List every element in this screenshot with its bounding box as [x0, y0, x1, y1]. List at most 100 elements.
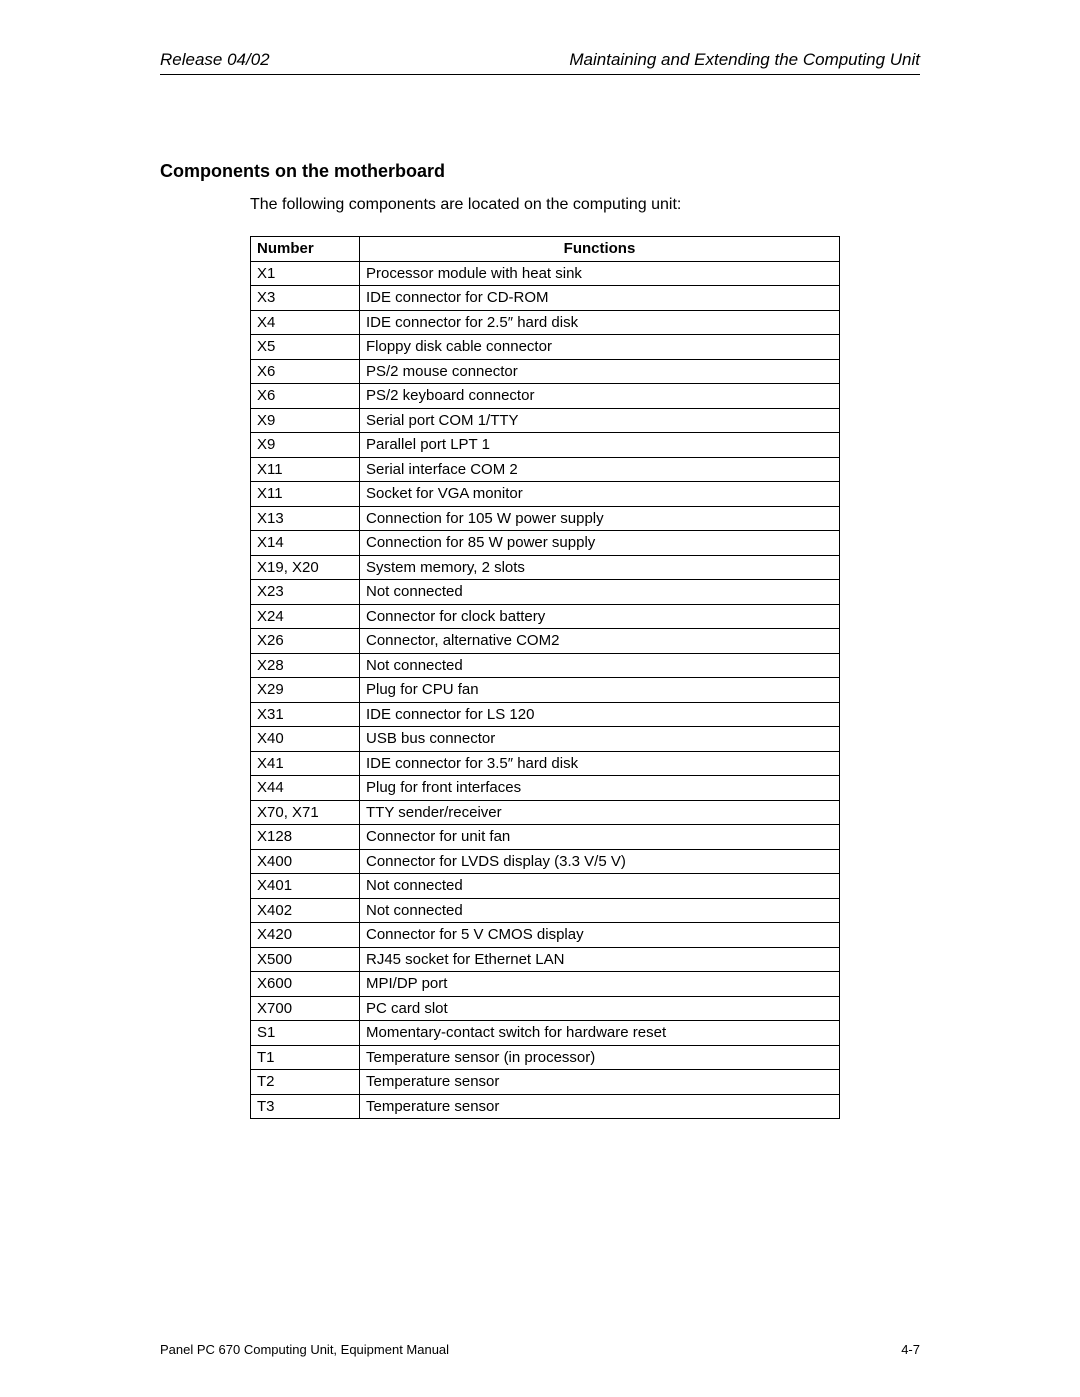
- table-row: X9Serial port COM 1/TTY: [251, 408, 840, 433]
- cell-function: Connector for clock battery: [360, 604, 840, 629]
- section-heading: Components on the motherboard: [160, 161, 920, 182]
- cell-function: Connector for unit fan: [360, 825, 840, 850]
- cell-function: Momentary-contact switch for hardware re…: [360, 1021, 840, 1046]
- cell-number: X29: [251, 678, 360, 703]
- table-row: X3IDE connector for CD-ROM: [251, 286, 840, 311]
- table-row: X402Not connected: [251, 898, 840, 923]
- cell-number: X24: [251, 604, 360, 629]
- cell-function: MPI/DP port: [360, 972, 840, 997]
- table-row: T1Temperature sensor (in processor): [251, 1045, 840, 1070]
- table-row: X41IDE connector for 3.5″ hard disk: [251, 751, 840, 776]
- table-row: X23Not connected: [251, 580, 840, 605]
- cell-function: Connector for 5 V CMOS display: [360, 923, 840, 948]
- cell-function: IDE connector for CD-ROM: [360, 286, 840, 311]
- cell-function: PS/2 keyboard connector: [360, 384, 840, 409]
- cell-number: X19, X20: [251, 555, 360, 580]
- cell-number: X600: [251, 972, 360, 997]
- cell-number: X23: [251, 580, 360, 605]
- cell-number: X3: [251, 286, 360, 311]
- cell-number: X70, X71: [251, 800, 360, 825]
- table-row: T3Temperature sensor: [251, 1094, 840, 1119]
- table-row: X40USB bus connector: [251, 727, 840, 752]
- header-release: Release 04/02: [160, 50, 270, 70]
- cell-function: IDE connector for 2.5″ hard disk: [360, 310, 840, 335]
- cell-number: X13: [251, 506, 360, 531]
- cell-function: Temperature sensor: [360, 1094, 840, 1119]
- cell-number: X5: [251, 335, 360, 360]
- cell-number: X400: [251, 849, 360, 874]
- cell-number: X11: [251, 457, 360, 482]
- cell-function: Processor module with heat sink: [360, 261, 840, 286]
- table-row: X29Plug for CPU fan: [251, 678, 840, 703]
- cell-number: X14: [251, 531, 360, 556]
- cell-function: Temperature sensor (in processor): [360, 1045, 840, 1070]
- cell-function: Not connected: [360, 874, 840, 899]
- column-header-number: Number: [251, 237, 360, 262]
- table-row: X26Connector, alternative COM2: [251, 629, 840, 654]
- table-row: X11Serial interface COM 2: [251, 457, 840, 482]
- cell-function: PC card slot: [360, 996, 840, 1021]
- cell-number: X40: [251, 727, 360, 752]
- header-title: Maintaining and Extending the Computing …: [569, 50, 920, 70]
- cell-function: Not connected: [360, 898, 840, 923]
- table-row: X5Floppy disk cable connector: [251, 335, 840, 360]
- table-header-row: Number Functions: [251, 237, 840, 262]
- cell-function: Connector for LVDS display (3.3 V/5 V): [360, 849, 840, 874]
- cell-number: X9: [251, 408, 360, 433]
- section-intro: The following components are located on …: [250, 196, 920, 214]
- table-row: X14Connection for 85 W power supply: [251, 531, 840, 556]
- table-row: X128Connector for unit fan: [251, 825, 840, 850]
- cell-number: T3: [251, 1094, 360, 1119]
- cell-number: T2: [251, 1070, 360, 1095]
- table-row: T2Temperature sensor: [251, 1070, 840, 1095]
- cell-number: X420: [251, 923, 360, 948]
- cell-number: X44: [251, 776, 360, 801]
- cell-function: Floppy disk cable connector: [360, 335, 840, 360]
- cell-function: Connection for 105 W power supply: [360, 506, 840, 531]
- table-row: X24Connector for clock battery: [251, 604, 840, 629]
- table-row: X401Not connected: [251, 874, 840, 899]
- cell-function: Parallel port LPT 1: [360, 433, 840, 458]
- cell-function: USB bus connector: [360, 727, 840, 752]
- table-row: S1Momentary-contact switch for hardware …: [251, 1021, 840, 1046]
- cell-function: RJ45 socket for Ethernet LAN: [360, 947, 840, 972]
- table-row: X6PS/2 mouse connector: [251, 359, 840, 384]
- cell-function: IDE connector for 3.5″ hard disk: [360, 751, 840, 776]
- table-row: X28Not connected: [251, 653, 840, 678]
- cell-number: X9: [251, 433, 360, 458]
- table-row: X600MPI/DP port: [251, 972, 840, 997]
- cell-number: X6: [251, 384, 360, 409]
- cell-function: TTY sender/receiver: [360, 800, 840, 825]
- cell-number: X1: [251, 261, 360, 286]
- cell-function: Serial port COM 1/TTY: [360, 408, 840, 433]
- table-row: X70, X71TTY sender/receiver: [251, 800, 840, 825]
- cell-function: Connector, alternative COM2: [360, 629, 840, 654]
- cell-function: PS/2 mouse connector: [360, 359, 840, 384]
- cell-number: X4: [251, 310, 360, 335]
- cell-function: Socket for VGA monitor: [360, 482, 840, 507]
- components-table: Number Functions X1Processor module with…: [250, 236, 840, 1119]
- page: Release 04/02 Maintaining and Extending …: [0, 0, 1080, 1397]
- table-row: X420Connector for 5 V CMOS display: [251, 923, 840, 948]
- cell-function: Temperature sensor: [360, 1070, 840, 1095]
- cell-function: Plug for front interfaces: [360, 776, 840, 801]
- cell-number: X700: [251, 996, 360, 1021]
- page-header: Release 04/02 Maintaining and Extending …: [160, 50, 920, 75]
- cell-number: X402: [251, 898, 360, 923]
- table-row: X11Socket for VGA monitor: [251, 482, 840, 507]
- cell-number: X26: [251, 629, 360, 654]
- cell-number: X28: [251, 653, 360, 678]
- cell-number: X401: [251, 874, 360, 899]
- cell-number: X128: [251, 825, 360, 850]
- table-row: X44Plug for front interfaces: [251, 776, 840, 801]
- table-row: X6PS/2 keyboard connector: [251, 384, 840, 409]
- table-row: X500RJ45 socket for Ethernet LAN: [251, 947, 840, 972]
- cell-function: Plug for CPU fan: [360, 678, 840, 703]
- cell-number: X6: [251, 359, 360, 384]
- cell-function: Not connected: [360, 580, 840, 605]
- cell-number: X500: [251, 947, 360, 972]
- table-row: X4IDE connector for 2.5″ hard disk: [251, 310, 840, 335]
- table-row: X1Processor module with heat sink: [251, 261, 840, 286]
- cell-function: Serial interface COM 2: [360, 457, 840, 482]
- table-row: X9Parallel port LPT 1: [251, 433, 840, 458]
